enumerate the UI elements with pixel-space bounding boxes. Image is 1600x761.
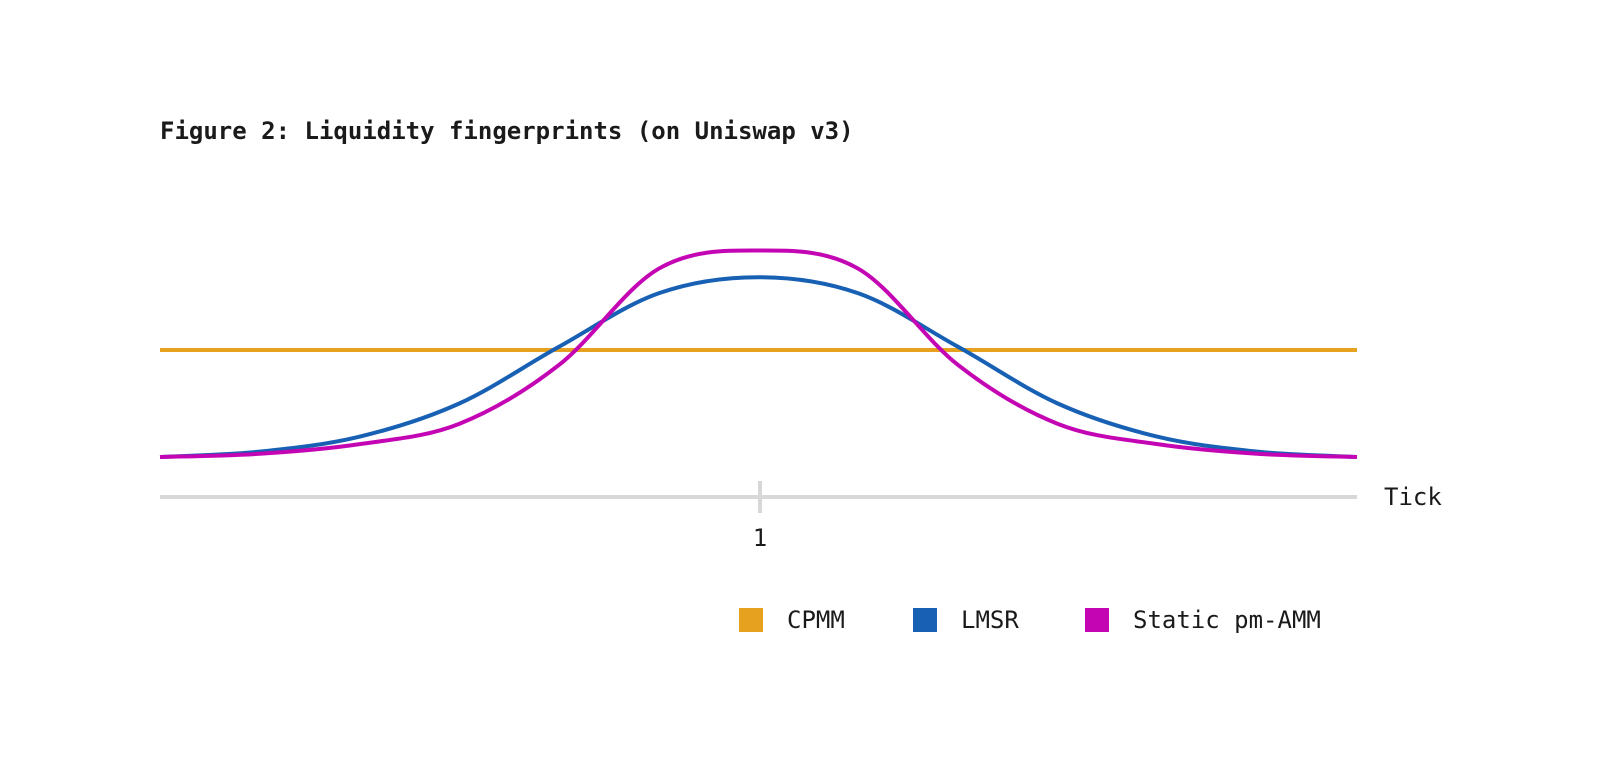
legend-label-cpmm: CPMM <box>787 606 845 634</box>
series-line-lmsr <box>159 275 1358 459</box>
legend: CPMM LMSR Static pm-AMM <box>739 606 1321 634</box>
legend-swatch-lmsr <box>913 608 937 632</box>
legend-swatch-static-pm-amm <box>1085 608 1109 632</box>
x-axis-label: Tick <box>1384 483 1442 511</box>
series-line-static-pm-amm <box>159 248 1358 459</box>
series-layer <box>159 248 1358 459</box>
legend-label-lmsr: LMSR <box>961 606 1019 634</box>
x-tick-label: 1 <box>753 524 767 552</box>
chart-title: Figure 2: Liquidity fingerprints (on Uni… <box>160 117 854 145</box>
legend-label-static-pm-amm: Static pm-AMM <box>1133 606 1321 634</box>
legend-swatch-cpmm <box>739 608 763 632</box>
